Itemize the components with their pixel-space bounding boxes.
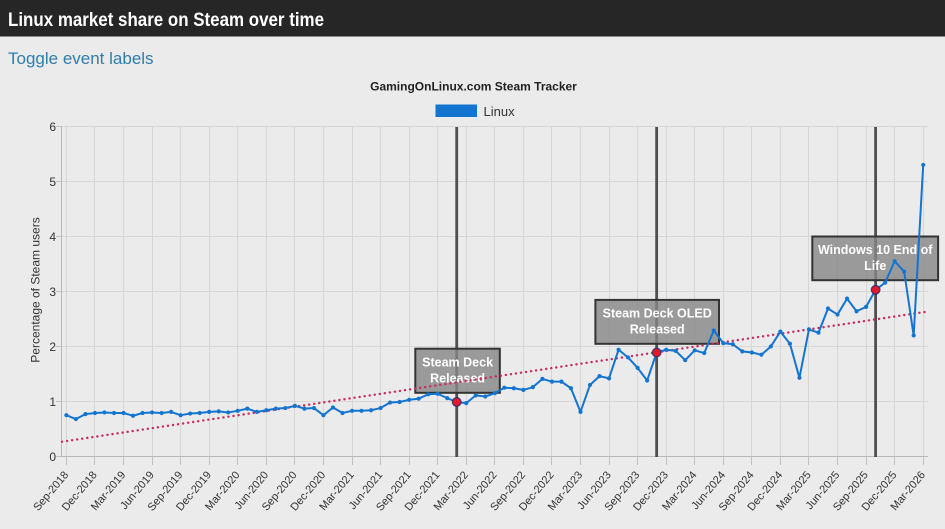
svg-text:Released: Released xyxy=(630,323,685,337)
svg-text:Released: Released xyxy=(430,371,485,385)
svg-text:1: 1 xyxy=(49,395,56,409)
svg-text:Percentage of Steam users: Percentage of Steam users xyxy=(29,217,43,362)
svg-text:Steam Deck OLED: Steam Deck OLED xyxy=(603,307,712,321)
svg-text:3: 3 xyxy=(49,285,56,299)
svg-text:4: 4 xyxy=(49,230,56,244)
svg-text:Linux market share on Steam ov: Linux market share on Steam over time xyxy=(8,10,324,31)
svg-text:5: 5 xyxy=(49,175,56,189)
svg-text:Steam Deck: Steam Deck xyxy=(422,355,493,369)
svg-text:Linux: Linux xyxy=(484,104,516,119)
svg-text:6: 6 xyxy=(49,120,56,134)
svg-text:GamingOnLinux.com Steam Tracke: GamingOnLinux.com Steam Tracker xyxy=(370,79,577,93)
svg-text:2: 2 xyxy=(49,340,56,354)
svg-text:0: 0 xyxy=(49,450,56,464)
svg-text:Toggle event labels: Toggle event labels xyxy=(8,49,154,68)
svg-text:Windows 10 End of: Windows 10 End of xyxy=(818,243,933,257)
svg-text:Life: Life xyxy=(864,259,886,273)
